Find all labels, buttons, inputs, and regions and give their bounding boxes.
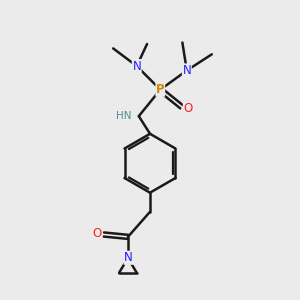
Text: N: N	[124, 251, 133, 264]
Text: N: N	[132, 60, 141, 73]
Text: O: O	[93, 226, 102, 239]
Text: N: N	[182, 64, 191, 77]
Text: HN: HN	[116, 110, 131, 121]
Text: O: O	[183, 102, 193, 115]
Text: P: P	[156, 83, 165, 96]
